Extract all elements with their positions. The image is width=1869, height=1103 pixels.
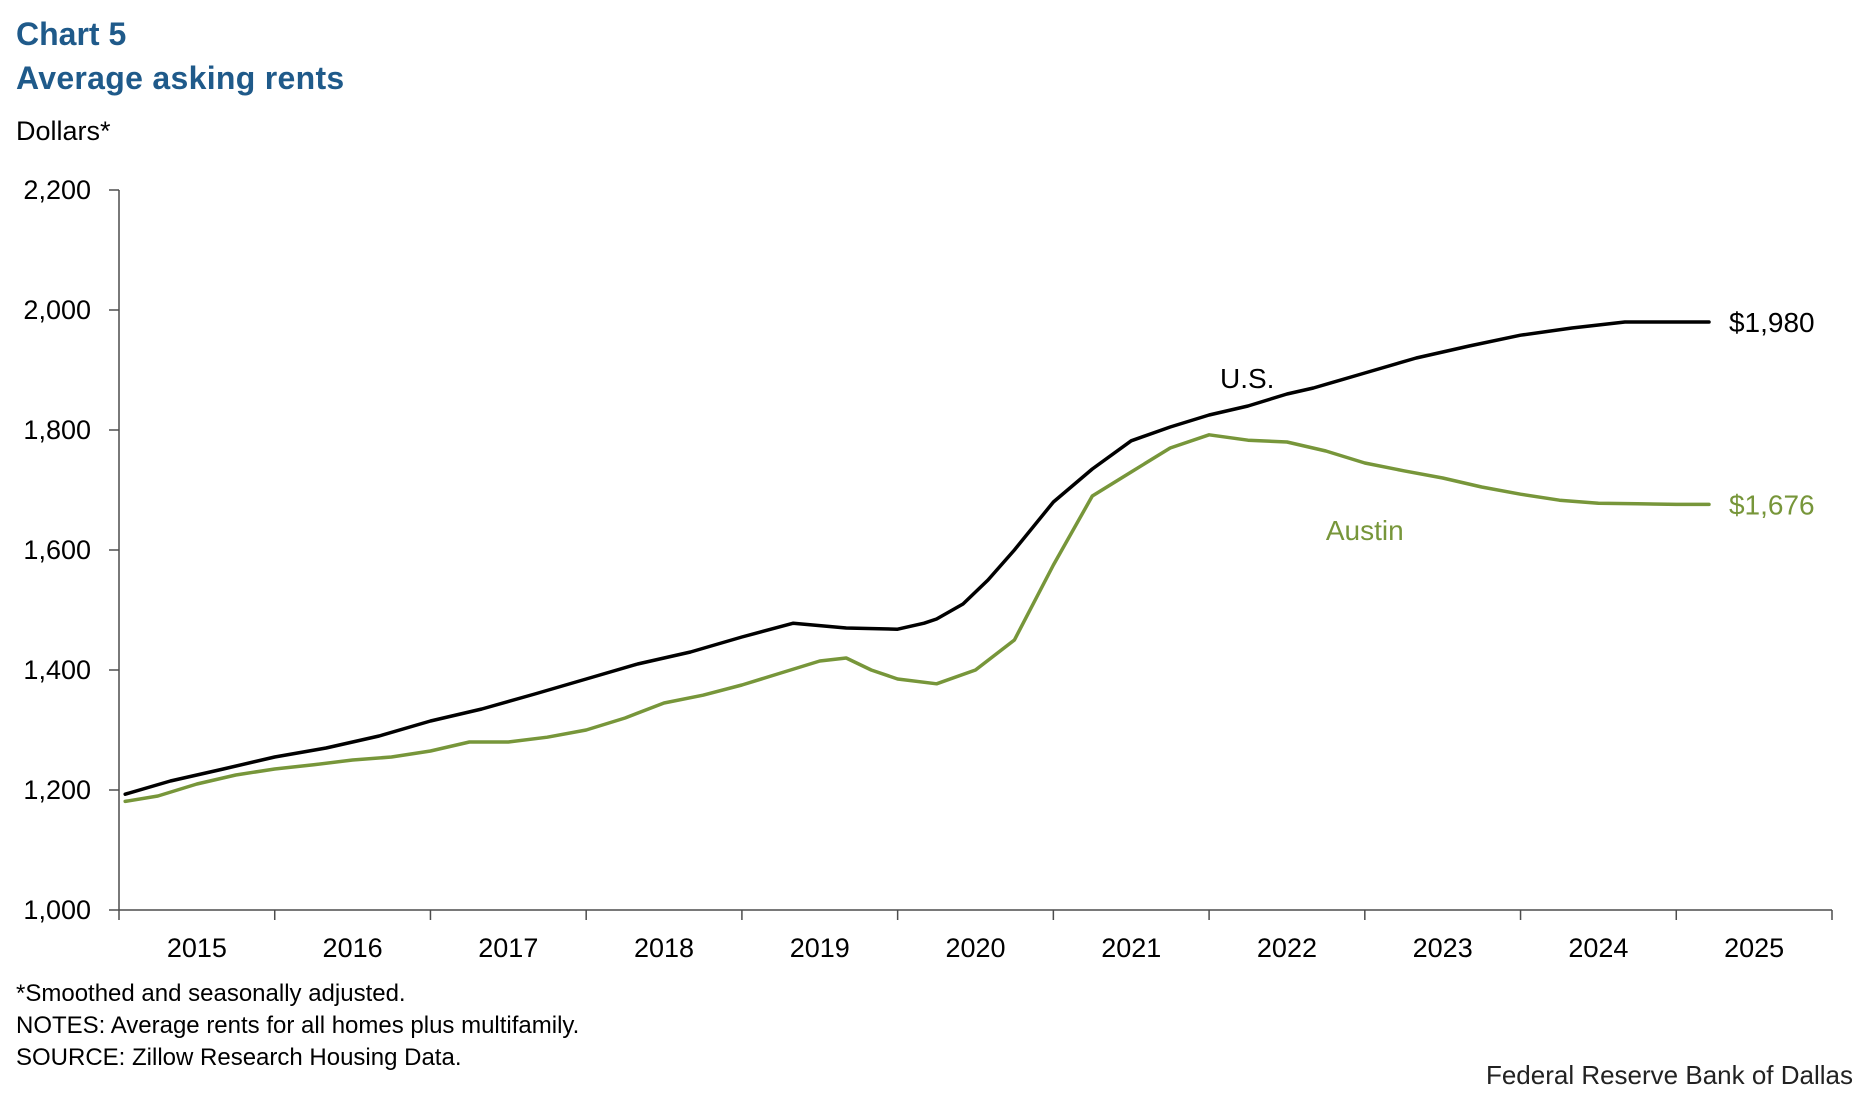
footnote-notes: NOTES: Average rents for all homes plus … (16, 1012, 580, 1039)
credit-line: Federal Reserve Bank of Dallas (1485, 1060, 1853, 1090)
series-label-austin: Austin (1326, 515, 1404, 546)
y-tick-label: 1,200 (23, 775, 91, 805)
footnote-smoothing: *Smoothed and seasonally adjusted. (16, 980, 406, 1007)
y-tick-label: 2,000 (23, 295, 91, 325)
x-tick-label: 2016 (323, 933, 383, 963)
x-tick-label: 2021 (1101, 933, 1161, 963)
x-tick-label: 2017 (478, 933, 538, 963)
x-tick-label: 2019 (790, 933, 850, 963)
end-value-label-us: $1,980 (1729, 307, 1815, 338)
y-tick-label: 1,600 (23, 535, 91, 565)
series-lines (123, 320, 1711, 804)
series-line-austin (123, 433, 1711, 804)
series-line-us (123, 320, 1711, 796)
chart-title: Average asking rents (16, 60, 345, 96)
x-tick-label: 2018 (634, 933, 694, 963)
x-tick-label: 2020 (945, 933, 1005, 963)
x-tick-label: 2015 (167, 933, 227, 963)
end-value-label-austin: $1,676 (1729, 489, 1815, 520)
x-tick-label: 2024 (1568, 933, 1628, 963)
y-tick-label: 1,000 (23, 895, 91, 925)
series-labels: $1,980 $1,676 U.S. Austin (1220, 307, 1815, 546)
y-tick-label: 1,400 (23, 655, 91, 685)
x-tick-label: 2023 (1413, 933, 1473, 963)
y-axis: 1,000 1,200 1,400 1,600 1,800 2,000 2,200 (23, 175, 120, 925)
chart-number: Chart 5 (16, 16, 127, 52)
x-axis: 2015 2016 2017 2018 2019 2020 2021 2022 2023 2024… (118, 909, 1833, 963)
x-tick-label: 2022 (1257, 933, 1317, 963)
x-tick-label: 2025 (1724, 933, 1784, 963)
y-tick-label: 1,800 (23, 415, 91, 445)
y-tick-label: 2,200 (23, 175, 91, 205)
series-label-us: U.S. (1220, 363, 1274, 394)
footnote-source: SOURCE: Zillow Research Housing Data. (16, 1044, 462, 1071)
y-axis-unit-label: Dollars* (16, 116, 111, 146)
